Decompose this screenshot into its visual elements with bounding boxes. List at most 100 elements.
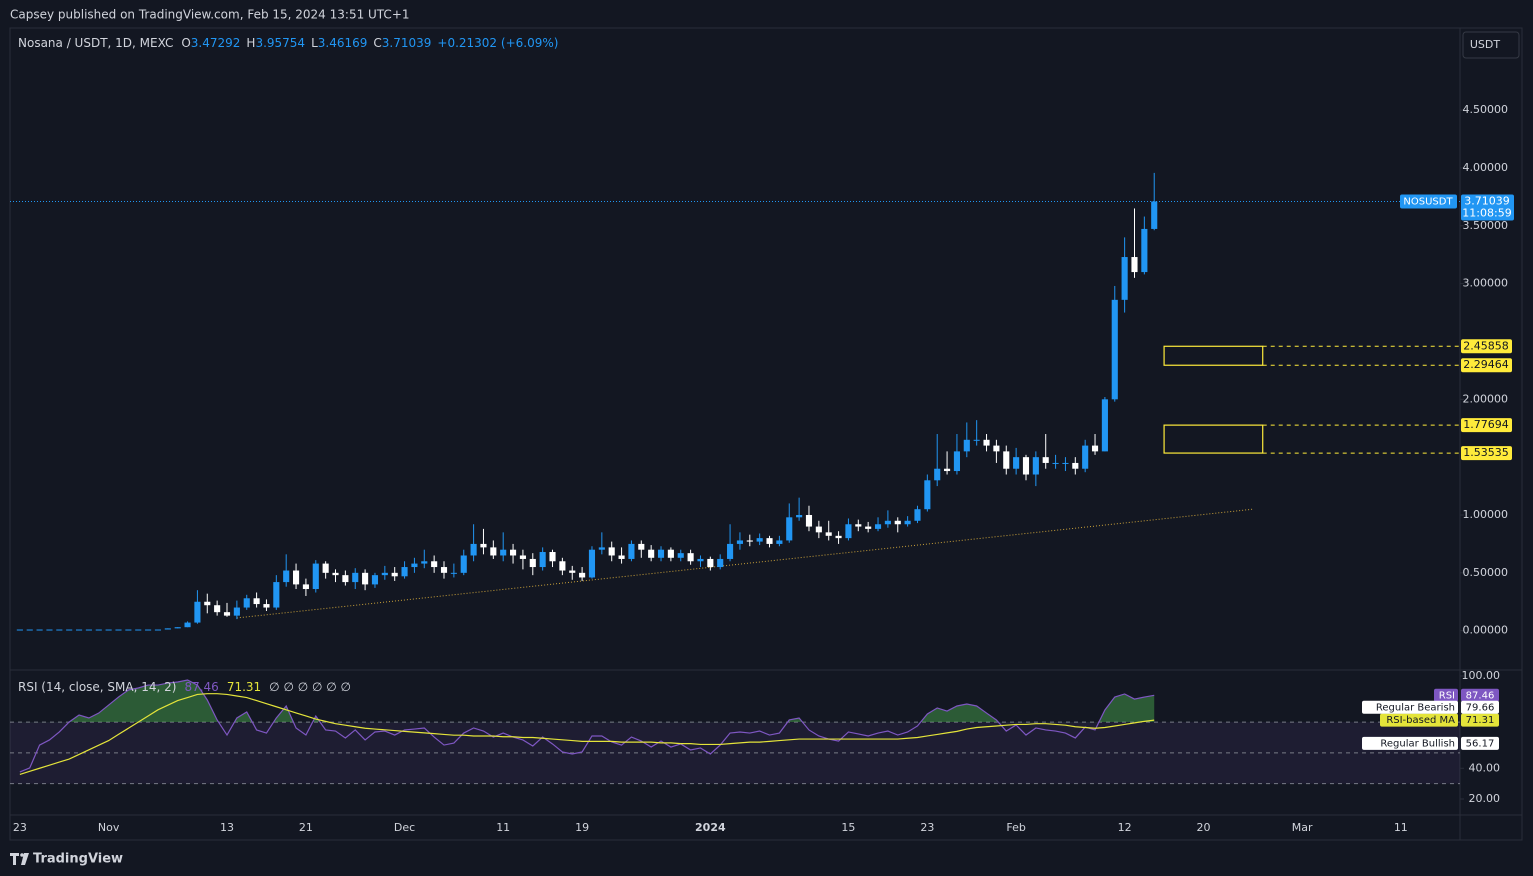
y-tick-label: 2.00000 (1463, 392, 1509, 405)
scale-label-value: 71.31 (1466, 715, 1495, 726)
candle-body (125, 629, 132, 631)
legend-h: H (246, 36, 255, 50)
y-tick-label: 1.00000 (1463, 508, 1509, 521)
candle-body (786, 517, 793, 541)
candle-body (598, 547, 605, 550)
candle-body (519, 555, 526, 559)
candle-body (963, 439, 970, 452)
candle-body (411, 563, 418, 568)
candle-body (805, 514, 813, 527)
x-tick-label: 11 (1394, 821, 1408, 834)
candle-body (983, 439, 990, 446)
currency-label[interactable]: USDT (1470, 38, 1501, 51)
candle-body (440, 567, 448, 573)
candle-body (855, 524, 862, 527)
scale-label-name: RSI-based MA (1386, 715, 1455, 726)
candle-body (204, 601, 211, 606)
y-tick-label: 3.00000 (1463, 277, 1509, 290)
candle-body (796, 514, 803, 518)
candle-body (638, 543, 645, 550)
candle-body (1013, 457, 1020, 469)
x-tick-label: 2024 (695, 821, 726, 834)
candle-body (973, 439, 980, 441)
x-tick-label: 19 (575, 821, 589, 834)
y-tick-label: 20.00 (1469, 792, 1501, 805)
candle-body (381, 572, 388, 576)
scale-label-name-box (1362, 736, 1458, 750)
zone-box (1163, 424, 1264, 454)
x-tick-label: 23 (920, 821, 934, 834)
candle-body (865, 526, 872, 529)
candle-body (450, 572, 457, 574)
scale-label-value: 79.66 (1466, 702, 1495, 713)
overbought-fill (19, 679, 1155, 723)
price-legend: Nosana / USDT, 1D, MEXC O3.47292 H3.95754 L… (18, 36, 558, 50)
candle-body (845, 524, 852, 539)
candle-body (312, 563, 319, 590)
candle-body (835, 535, 842, 539)
candle-body (510, 549, 517, 556)
candle-body (756, 538, 763, 542)
zone-price-label: 1.53535 (1463, 446, 1509, 459)
candle-body (579, 572, 586, 578)
candle-body (1151, 201, 1158, 229)
last-price-label: 3.71039 (1464, 194, 1510, 207)
currency-button[interactable] (1462, 31, 1520, 59)
candle-body (529, 558, 536, 568)
last-price-box (1461, 194, 1514, 221)
candle-body (1101, 399, 1108, 452)
y-tick-label: 0.50000 (1463, 566, 1509, 579)
candle-body (628, 543, 635, 559)
candle-body (105, 629, 112, 631)
candle-body (253, 598, 260, 605)
candle-body (194, 601, 201, 623)
rsi-line (19, 693, 1155, 775)
scale-label-value-box (1461, 688, 1499, 702)
chart-frame (9, 27, 1523, 841)
x-tick-label: Feb (1006, 821, 1025, 834)
candle-body (717, 558, 724, 568)
rsi-legend-value: 71.31 (227, 680, 261, 694)
candle-body (618, 555, 625, 559)
scale-label-name: Regular Bearish (1376, 702, 1455, 713)
scale-label-value: 87.46 (1466, 690, 1495, 701)
candle-body (26, 629, 33, 631)
candle-body (391, 572, 398, 577)
candle-body (16, 629, 23, 631)
candle-body (687, 553, 694, 562)
candle-body (371, 575, 379, 585)
candle-body (135, 629, 142, 631)
candle-body (302, 584, 309, 590)
candle-body (1141, 228, 1148, 273)
candle-body (1052, 462, 1059, 464)
x-tick-label: Nov (98, 821, 120, 834)
candle-body (707, 558, 714, 568)
legend-open: 3.47292 (191, 36, 241, 50)
candle-body (184, 622, 191, 628)
candle-body (46, 629, 53, 631)
x-tick-label: Mar (1292, 821, 1313, 834)
y-tick-label: 4.50000 (1463, 103, 1509, 116)
candle-body (736, 540, 743, 544)
symbol-title: Nosana / USDT, 1D, MEXC (18, 36, 173, 50)
candle-body (1062, 462, 1069, 464)
brand-logo (10, 853, 29, 865)
symbol-box (1400, 194, 1457, 209)
candle-body (214, 605, 221, 613)
zone-price-box (1461, 446, 1512, 461)
candle-body (884, 520, 891, 525)
candle-body (944, 468, 951, 472)
legend-high: 3.95754 (255, 36, 305, 50)
candle-body (36, 629, 43, 631)
candle-body (1022, 457, 1030, 475)
zone-price-label: 1.77694 (1463, 418, 1509, 431)
candle-body (223, 612, 231, 616)
legend-o: O (181, 36, 190, 50)
candle-body (815, 526, 822, 533)
rsi-line (19, 679, 1155, 773)
candle-body (115, 629, 122, 631)
candle-body (362, 572, 369, 585)
y-tick-label: 100.00 (1462, 669, 1501, 682)
candle-body (677, 553, 684, 558)
